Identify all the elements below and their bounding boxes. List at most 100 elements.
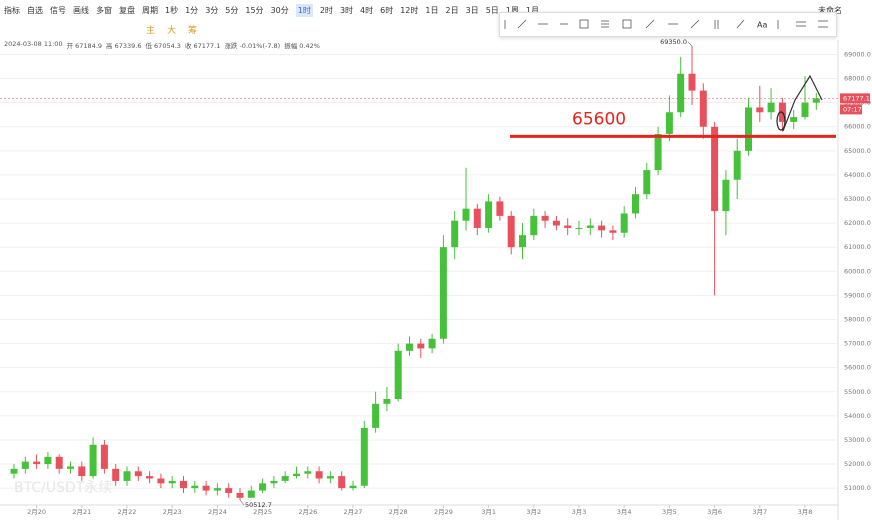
price-line-label: 65600	[572, 109, 626, 129]
candle-body	[304, 471, 312, 474]
candle-body	[146, 476, 154, 479]
info-item: 开 67184.9	[66, 42, 103, 50]
candle-body	[519, 235, 526, 248]
toolbar-button[interactable]: 周期	[142, 5, 158, 15]
period-button[interactable]: 1周	[505, 5, 519, 15]
layout-name[interactable]: 未命名	[818, 5, 842, 15]
candle-body	[665, 112, 673, 134]
toolbar: 指标 自选 信号 画线 多窗 复盘 周期 1秒 1分 3分 5分 15分 30分 1时 2时 3时 4时 6时 12…	[0, 0, 872, 20]
period-button[interactable]: 2时	[319, 5, 333, 15]
candle-body	[699, 90, 707, 127]
y-tick-label: 65000.0	[844, 147, 871, 155]
candle-body	[801, 102, 809, 118]
candle-body	[213, 488, 221, 491]
x-tick-label: 2月24	[208, 508, 227, 516]
candle-body	[745, 107, 752, 151]
y-tick-label: 69000.0	[844, 50, 871, 58]
candle-body	[417, 343, 425, 349]
candle-body	[733, 150, 741, 180]
candle-body	[767, 102, 775, 113]
period-button[interactable]: 30分	[270, 5, 289, 15]
period-button[interactable]: 3日	[465, 5, 479, 15]
candle-body	[711, 126, 719, 212]
period-button[interactable]: 3时	[339, 5, 354, 15]
period-button[interactable]: 1月	[525, 5, 539, 15]
candle-body	[180, 480, 187, 489]
y-tick-label: 68000.0	[844, 75, 871, 83]
candle-body	[654, 133, 662, 171]
period-button[interactable]: 1时	[295, 3, 313, 17]
sub-toolbar: 主大筹	[0, 21, 506, 37]
candle-body	[564, 225, 572, 228]
x-tick-label: 3月7	[752, 508, 767, 516]
text-tool[interactable]: Aa	[757, 21, 767, 30]
toolbar-button[interactable]: 多窗	[96, 5, 112, 15]
candle-body	[688, 73, 696, 91]
candle-body	[168, 480, 176, 484]
y-tick-label: 54000.0	[844, 412, 871, 420]
period-button[interactable]: 5日	[485, 5, 499, 15]
countdown-tag	[840, 104, 862, 115]
candle-body	[586, 225, 594, 228]
indicator-button[interactable]: 主	[146, 25, 156, 36]
indicator-button[interactable]: 大	[167, 25, 177, 36]
candle-body	[315, 471, 323, 479]
info-item: 低 67054.3	[145, 42, 181, 50]
candle-body	[123, 471, 131, 481]
candle-body	[812, 98, 820, 103]
candle-body	[191, 485, 199, 489]
candle-body	[722, 179, 730, 212]
period-button[interactable]: 1分	[185, 5, 199, 15]
candle-body	[462, 208, 470, 221]
candle-body	[756, 107, 764, 113]
candle-body	[10, 468, 18, 474]
candle-body	[89, 444, 97, 477]
candle-body	[112, 468, 120, 481]
period-button[interactable]: 12时	[400, 5, 419, 15]
candle-body	[338, 476, 346, 489]
candle-body	[225, 488, 233, 493]
candle-body	[134, 471, 142, 477]
candle-body	[790, 117, 798, 122]
y-tick-label: 60000.0	[844, 267, 871, 275]
y-tick-label: 62000.0	[844, 219, 871, 227]
period-button[interactable]: 6时	[380, 5, 394, 15]
y-tick-label: 53000.0	[844, 436, 871, 444]
x-tick-label: 2月20	[27, 508, 46, 516]
candle-body	[360, 427, 368, 486]
period-button[interactable]: 2日	[445, 5, 459, 15]
toolbar-button[interactable]: 信号	[50, 5, 66, 15]
toolbar-button[interactable]: 复盘	[119, 5, 135, 15]
candle-body	[202, 485, 210, 491]
info-item: 涨跌 -0.01%(-7.8)	[224, 42, 281, 50]
indicator-button[interactable]: 筹	[188, 25, 198, 36]
drawing-circle	[776, 111, 786, 131]
candle-body	[33, 461, 41, 465]
candle-body	[439, 247, 447, 339]
candle-body	[496, 201, 504, 216]
period-button[interactable]: 4时	[360, 5, 374, 15]
drawing-toolbar: Aa	[499, 12, 837, 37]
x-tick-label: 3月6	[707, 508, 722, 516]
period-button[interactable]: 1秒	[165, 5, 179, 15]
candle-body	[609, 230, 617, 233]
candle-body	[326, 476, 334, 479]
period-button[interactable]: 5分	[225, 5, 239, 15]
period-button[interactable]: 1日	[425, 5, 439, 15]
last-price-label: 67177.1	[843, 94, 870, 102]
y-tick-label: 55000.0	[844, 388, 871, 396]
x-tick-label: 3月5	[662, 508, 677, 516]
y-tick-label: 59000.0	[844, 291, 871, 299]
period-button[interactable]: 15分	[245, 5, 264, 15]
candle-body	[270, 480, 278, 484]
period-button[interactable]: 3分	[205, 5, 219, 15]
toolbar-button[interactable]: 画线	[73, 5, 89, 15]
toolbar-button[interactable]: 自选	[27, 5, 43, 15]
toolbar-button[interactable]: 指标	[4, 5, 20, 15]
candle-body	[21, 461, 29, 469]
candle-body	[428, 338, 436, 349]
candle-body	[349, 485, 357, 489]
candle-body	[67, 466, 74, 469]
y-tick-label: 66000.0	[844, 123, 871, 131]
